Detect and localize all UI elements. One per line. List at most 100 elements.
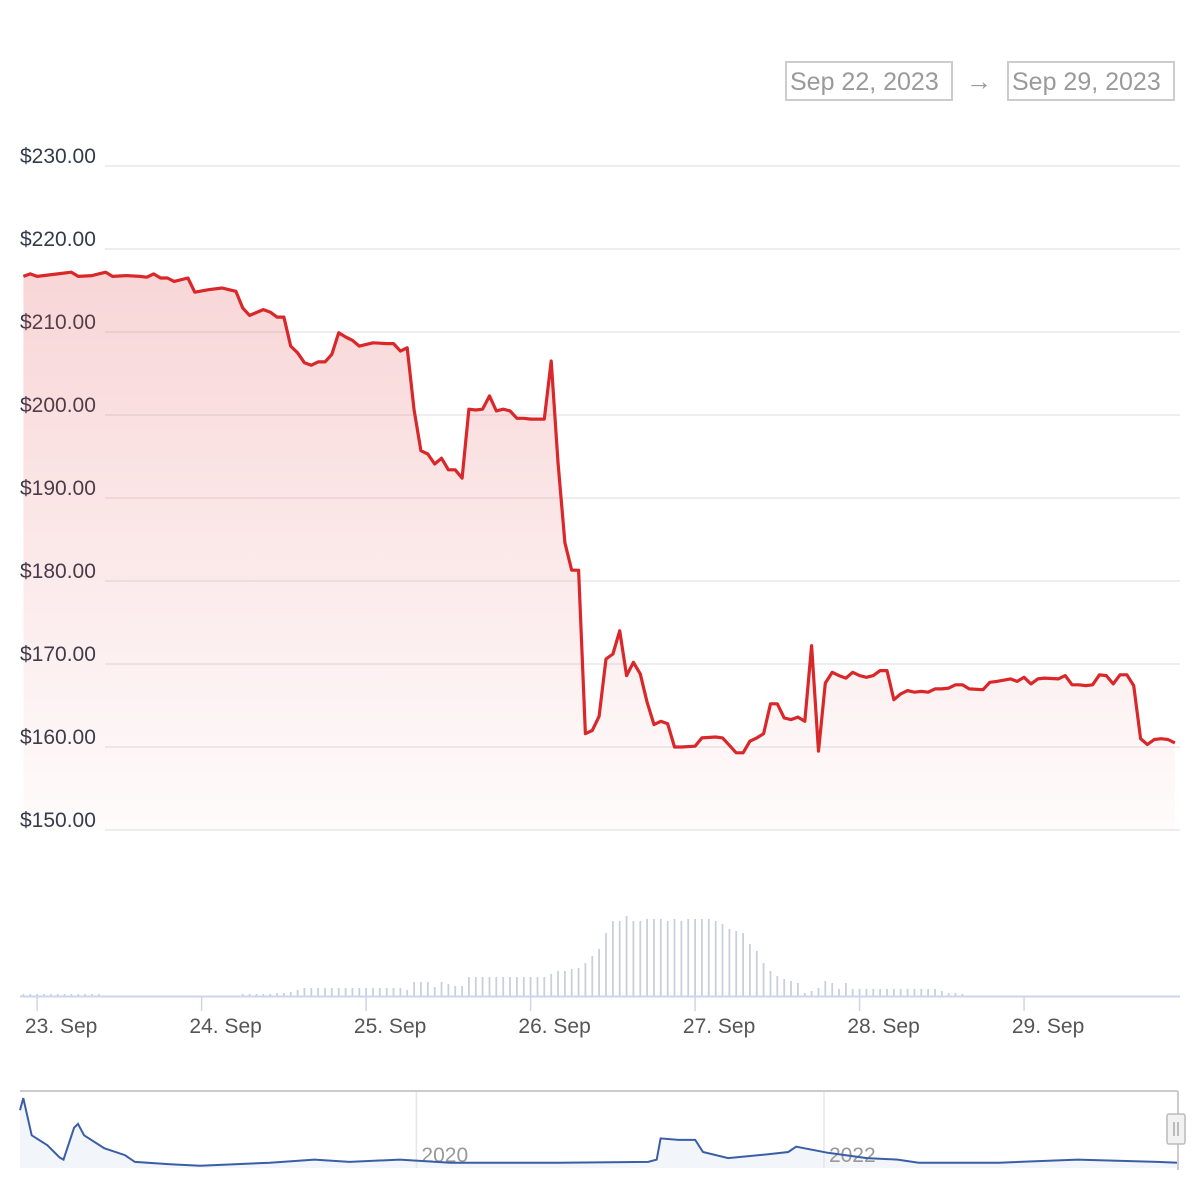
volume-bar [36,994,38,996]
volume-bar [303,988,306,996]
volume-bar [43,994,45,996]
volume-bar [461,986,463,996]
volume-bar [783,979,786,996]
volume-bar [646,919,648,996]
volume-bar [351,988,354,996]
volume-bar [529,977,532,996]
volume-bar [447,984,450,996]
volume-bar [769,971,772,996]
volume-bar [851,989,854,996]
volume-bar [516,977,518,996]
volume-bar [625,916,628,996]
volume-bar [639,921,642,996]
volume-bar [317,988,319,996]
volume-bar [906,989,909,996]
volume-bar [543,977,546,996]
volume-bar [84,994,86,996]
volume-bar [296,990,299,996]
x-tick-label: 25. Sep [354,1015,426,1038]
price-area-fill [23,272,1175,830]
x-tick-label: 24. Sep [189,1015,261,1038]
volume-bar [721,924,724,996]
volume-bar [49,994,52,996]
date-from-input[interactable]: Sep 22, 2023 [785,61,953,101]
volume-bar [612,921,614,996]
volume-bar [899,989,902,996]
navigator[interactable]: 2020 2022 [19,1090,1186,1170]
volume-bar [289,992,292,996]
volume-bar [426,982,429,996]
volume-bar [63,994,66,996]
volume-bar [673,919,676,996]
volume-bar [858,989,861,996]
volume-bar [872,989,875,996]
volume-bar [749,944,751,996]
volume-bar [536,977,539,996]
x-tick-label: 27. Sep [683,1015,755,1038]
volume-bar [810,991,813,996]
volume-bar [276,993,278,996]
volume-bar [91,994,93,996]
volume-bar [495,977,498,996]
volume-bar [666,921,669,996]
volume-bar [797,983,799,996]
volume-bar [522,977,525,996]
volume-bar [365,988,367,996]
volume-bar [893,989,895,996]
x-axis: 23. Sep 24. Sep 25. Sep 26. Sep 27. Sep 28. S… [25,997,1084,1038]
volume-bar [97,994,100,996]
volume-bar [22,994,25,996]
volume-bar [659,919,662,996]
volume-bar [735,931,738,996]
volume-bar [468,977,470,996]
volume-bar [618,921,621,996]
volume-bar [269,994,272,996]
volume-bar [248,994,251,996]
volume-bar [564,971,566,996]
x-tick-label: 29. Sep [1012,1015,1084,1038]
volume-bar [577,968,580,996]
volume-bar [940,991,943,996]
volume-bar [591,956,594,996]
date-to-input[interactable]: Sep 29, 2023 [1007,61,1175,101]
volume-bar [947,993,950,996]
volume-bar [488,977,491,996]
volume-bar [337,988,340,996]
volume-bar [358,988,361,996]
volume-bar [77,994,80,996]
volume-bar [701,919,703,996]
volume-bar [653,919,655,996]
volume-bar [29,994,32,996]
volume-bar [433,987,436,996]
x-tick-label: 26. Sep [518,1015,590,1038]
volume-bar [755,951,758,996]
volume-bar [762,963,765,996]
volume-bar [399,988,402,996]
volume-bar [913,989,916,996]
volume-bar [886,989,888,996]
volume-bar [420,982,422,996]
volume-bar [56,994,59,996]
volume-bar [330,988,333,996]
volume-bar [550,974,553,996]
volume-bar [413,982,415,996]
volume-bar [954,993,957,996]
volume-bar [283,993,285,996]
volume-bar [934,989,936,996]
volume-bar [255,994,258,996]
volume-bar [406,990,409,996]
volume-bar [385,988,388,996]
volume-bar [344,988,347,996]
volume-bar [824,981,827,996]
arrow-icon: → [966,66,992,96]
navigator-area [20,1098,1178,1168]
volume-bar [324,988,326,996]
volume-bar [714,921,717,996]
volume-bar [838,989,840,996]
volume-bar [454,986,457,996]
volume-bar [605,933,607,996]
volume-bar [557,971,559,996]
volume-bar [241,994,244,996]
volume-bar [687,919,690,996]
navigator-handle[interactable] [1166,1113,1186,1145]
